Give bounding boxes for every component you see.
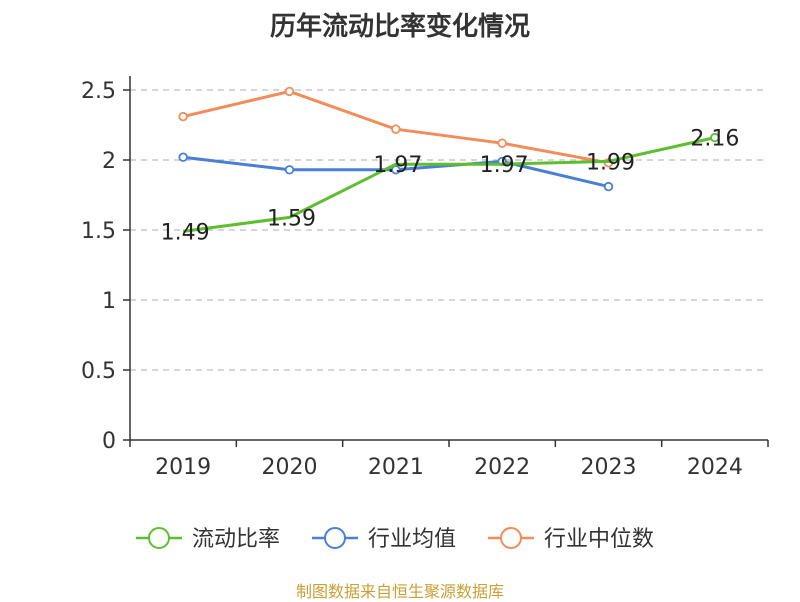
series-point — [284, 165, 295, 175]
chart-title: 历年流动比率变化情况 — [269, 12, 530, 42]
series-point — [710, 132, 720, 143]
x-tick-label: 2023 — [581, 455, 637, 480]
series-point — [178, 152, 188, 162]
legend-item[interactable]: 流动比率 — [136, 527, 280, 552]
legend-item[interactable]: 行业均值 — [312, 527, 456, 552]
legend-label: 行业中位数 — [544, 527, 654, 552]
series-point — [497, 138, 507, 148]
y-tick-label: 2 — [102, 149, 116, 174]
y-tick-label: 0.5 — [81, 359, 116, 384]
legend-label: 行业均值 — [368, 527, 456, 552]
series-line-1 — [182, 136, 716, 233]
y-tick-label: 2.5 — [81, 79, 116, 104]
series-point — [391, 124, 401, 134]
x-tick-label: 2019 — [155, 455, 211, 480]
series-point — [391, 165, 401, 175]
data-label: 1.59 — [267, 206, 316, 231]
data-label: 1.97 — [480, 153, 529, 178]
series-point — [284, 86, 295, 97]
y-tick-label: 1.5 — [81, 219, 116, 244]
data-label: 1.49 — [161, 220, 210, 245]
series-point — [603, 181, 614, 192]
series-point — [178, 111, 188, 122]
data-label: 1.99 — [586, 150, 635, 175]
x-tick-label: 2020 — [262, 455, 318, 480]
legend-swatch-marker — [500, 527, 522, 549]
x-tick-label: 2024 — [687, 455, 743, 480]
x-tick-label: 2022 — [474, 455, 530, 480]
x-tick-label: 2021 — [368, 455, 424, 480]
legend-label: 流动比率 — [192, 527, 280, 552]
y-tick-label: 0 — [102, 429, 116, 454]
data-source-note: 制图数据来自恒生聚源数据库 — [295, 582, 504, 601]
data-label: 1.97 — [373, 153, 422, 178]
y-tick-label: 1 — [102, 289, 116, 314]
data-label: 2.16 — [690, 127, 739, 152]
legend-swatch-marker — [148, 527, 170, 549]
legend-swatch-marker — [324, 527, 346, 549]
legend-item[interactable]: 行业中位数 — [488, 527, 654, 552]
